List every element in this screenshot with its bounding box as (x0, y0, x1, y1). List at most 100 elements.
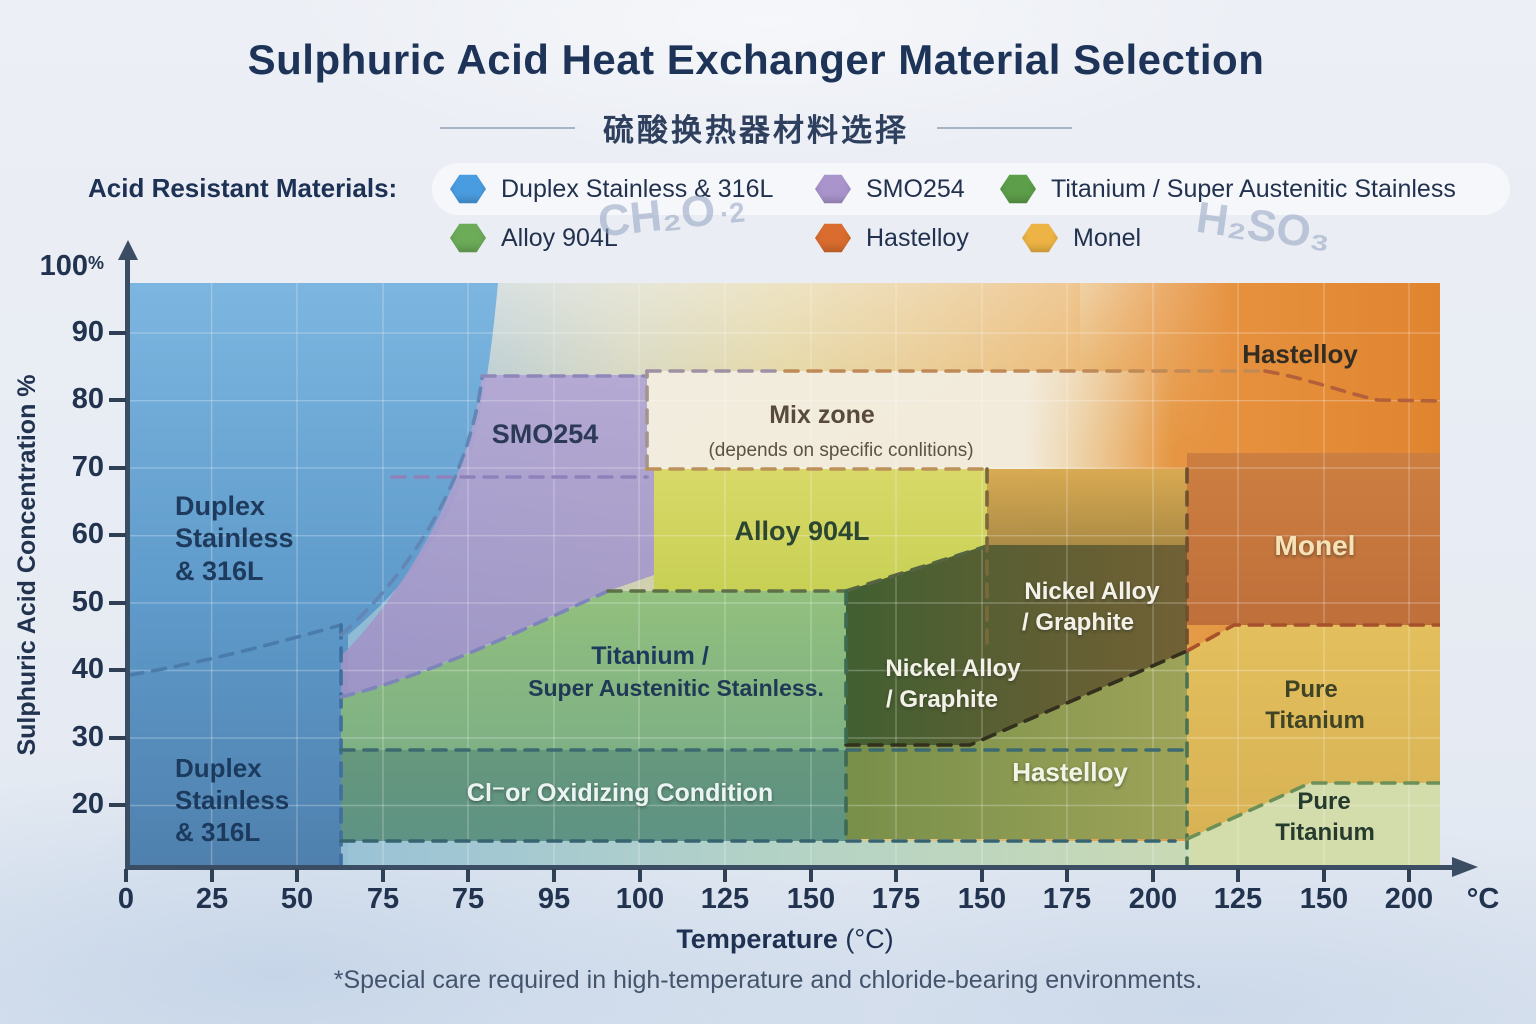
zone-label-pure-titanium-lower: Pure (1297, 788, 1350, 815)
y-tick-label: 20 (71, 788, 104, 820)
zone-label-duplex-upper: Duplex (175, 491, 265, 521)
hexagon-swatch-icon (815, 223, 851, 253)
material-selection-chart: Duplex Stainless & 316L SMO254 Mix zone … (130, 283, 1440, 868)
region-smo254 (341, 375, 654, 697)
legend-item-label: Hastelloy (866, 223, 969, 252)
gridlines (130, 283, 1440, 868)
x-tick-label: 0 (117, 883, 135, 915)
zone-label-nickel-alloy-right: Nickel Alloy (1024, 578, 1160, 605)
hexagon-swatch-icon (450, 223, 486, 253)
x-tick-label: 200 (1384, 883, 1434, 915)
x-tick-label: 125 (700, 883, 750, 915)
region-amber-transition (987, 469, 1187, 545)
svg-text:Titanium: Titanium (1265, 707, 1365, 734)
zone-label-nickel-alloy-center: Nickel Alloy (885, 655, 1021, 682)
x-tick (1151, 869, 1155, 882)
x-tick-label: 150 (1299, 883, 1349, 915)
x-tick-label: 150 (786, 883, 836, 915)
zone-labels: Duplex Stainless & 316L SMO254 Mix zone … (175, 339, 1375, 847)
x-tick-label: 150 (957, 883, 1007, 915)
y-tick (109, 601, 126, 605)
x-axis-unit: °C (1466, 883, 1500, 915)
region-pure-titanium-lower (1187, 783, 1440, 868)
x-tick (809, 869, 813, 882)
y-tick (109, 668, 126, 672)
x-tick (638, 869, 642, 882)
legend-item-alloy904l: Alloy 904L (450, 220, 618, 256)
zone-label-monel: Monel (1275, 530, 1356, 561)
x-tick-label: 95 (537, 883, 571, 915)
x-tick (1322, 869, 1326, 882)
svg-text:& 316L: & 316L (175, 817, 260, 847)
svg-text:Titanium: Titanium (1275, 819, 1375, 846)
legend-item-hastelloy: Hastelloy (815, 220, 969, 256)
region-alloy-904l (654, 469, 987, 591)
legend-item-monel: Monel (1022, 220, 1141, 256)
legend-item-duplex: Duplex Stainless & 316L (450, 171, 773, 207)
x-axis-line (125, 865, 1455, 870)
legend-item-titanium: Titanium / Super Austenitic Stainless (1000, 171, 1456, 207)
subtitle-row: 硫酸换热器材料选择 (0, 105, 1512, 150)
y-tick (109, 398, 126, 402)
x-tick-label: 75 (451, 883, 485, 915)
svg-text:& 316L: & 316L (175, 556, 264, 586)
region-titanium-super-austenitic (341, 591, 846, 841)
legend-item-label: Alloy 904L (501, 223, 618, 252)
y-tick-label: 40 (71, 653, 104, 685)
region-bottom-strip (341, 841, 1190, 868)
zone-label-cl-oxidizing: Cl⁻or Oxidizing Condition (467, 779, 773, 807)
zone-label-duplex-lower: Duplex (175, 753, 262, 783)
y-tick-label: 80 (71, 383, 104, 415)
x-tick (552, 869, 556, 882)
svg-text:Stainless: Stainless (175, 785, 289, 815)
region-hastelloy-lower (846, 651, 1187, 839)
zone-label-mix-zone: Mix zone (769, 401, 875, 429)
x-tick-label: 50 (280, 883, 314, 915)
x-tick-label: 75 (366, 883, 400, 915)
x-tick (381, 869, 385, 882)
x-tick (980, 869, 984, 882)
y-tick-label: 60 (71, 518, 104, 550)
hexagon-swatch-icon (1022, 223, 1058, 253)
hexagon-swatch-icon (815, 174, 851, 204)
y-tick-label: 30 (71, 721, 104, 753)
hexagon-swatch-icon (1000, 174, 1036, 204)
y-tick (109, 736, 126, 740)
region-nickel-alloy-graphite (846, 545, 1187, 745)
zone-label-smo254: SMO254 (492, 419, 599, 449)
x-tick-label: 175 (871, 883, 921, 915)
y-tick-label: 70 (71, 451, 104, 483)
subtitle-divider-left (440, 126, 575, 129)
zone-label-hastelloy-upper: Hastelloy (1242, 339, 1358, 369)
x-tick-label: 100 (615, 883, 665, 915)
zone-label-hastelloy-lower: Hastelloy (1012, 757, 1128, 787)
hexagon-swatch-icon (450, 174, 486, 204)
x-tick (1407, 869, 1411, 882)
svg-text:Super Austenitic Stainless.: Super Austenitic Stainless. (528, 675, 824, 701)
region-top-band (647, 283, 1080, 371)
x-tick (1236, 869, 1240, 882)
x-tick (295, 869, 299, 882)
y-tick (109, 466, 126, 470)
x-axis-title: Temperature (°C) (676, 924, 894, 954)
x-tick (124, 869, 128, 882)
legend-item-label: SMO254 (866, 174, 965, 203)
legend-background-pill (432, 163, 1510, 215)
svg-text:/ Graphite: / Graphite (1022, 609, 1134, 636)
zone-label-pure-titanium-upper: Pure (1284, 676, 1337, 703)
region-cl-oxidizing-band (341, 750, 846, 841)
zone-boundaries (130, 369, 1440, 868)
legend-title: Acid Resistant Materials: (88, 173, 398, 203)
y-axis-arrow-icon (118, 240, 138, 260)
legend-item-smo254: SMO254 (815, 171, 965, 207)
x-tick (894, 869, 898, 882)
page-title: Sulphuric Acid Heat Exchanger Material S… (247, 36, 1265, 83)
y-tick (109, 533, 126, 537)
legend-item-label: Titanium / Super Austenitic Stainless (1051, 174, 1456, 203)
page-subtitle-zh: 硫酸换热器材料选择 (603, 113, 909, 148)
region-pure-titanium-upper (1187, 625, 1440, 839)
x-tick (723, 869, 727, 882)
region-monel (1187, 453, 1440, 625)
x-tick (466, 869, 470, 882)
region-mix-zone (647, 371, 1172, 469)
